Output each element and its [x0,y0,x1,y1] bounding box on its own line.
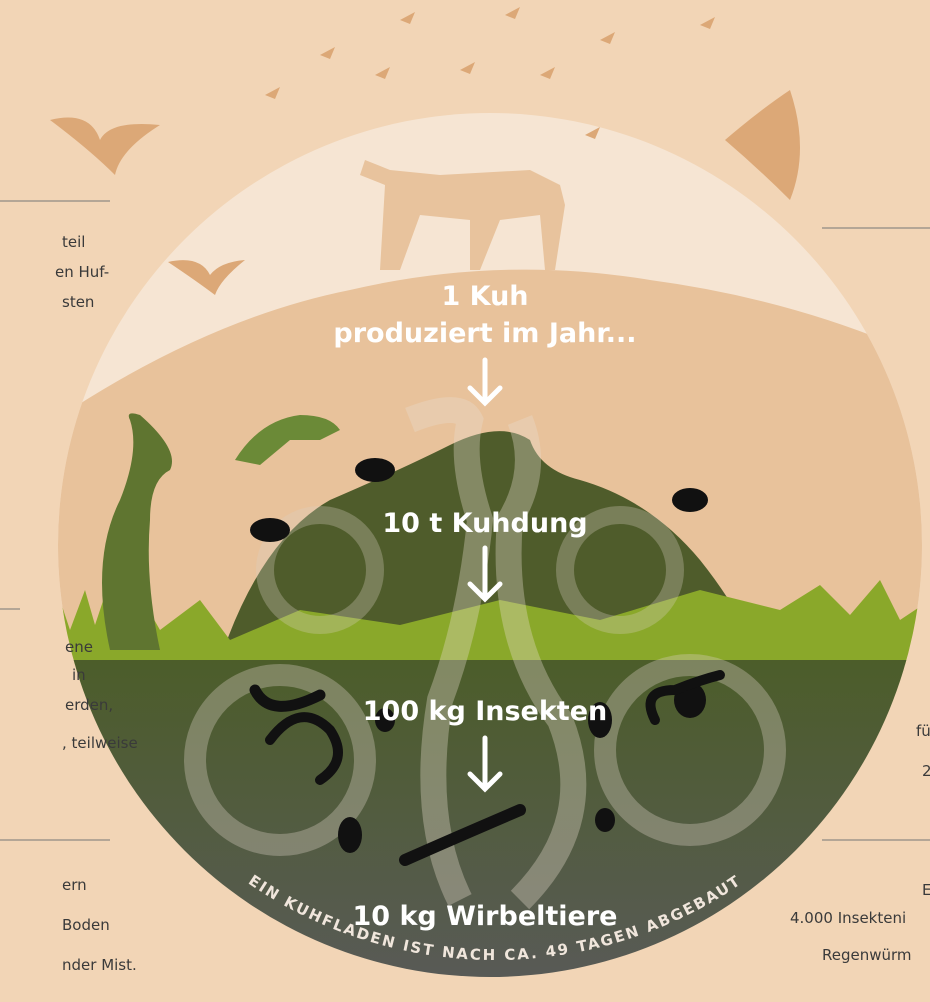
left-note: in [72,666,86,684]
right-note: 4.000 Insekteni [790,909,906,927]
left-note: teil [62,233,85,251]
left-note: ern [62,876,87,894]
left-note: , teilweise [62,734,138,752]
left-note: sten [62,293,94,311]
left-note: en Huf- [55,263,109,281]
infographic: teil en Huf-sten ene in erden, , teilweise ern… [0,0,930,1002]
step-label: 10 t Kuhdung [382,508,587,539]
left-note: erden, [65,696,113,714]
left-note: ene [65,638,93,656]
step-label: 1 Kuh [441,281,528,312]
step-label: 100 kg Insekten [363,696,608,727]
step-label: produziert im Jahr... [333,318,636,349]
right-note: 2 [922,762,930,780]
left-note: Boden [62,916,110,934]
right-note: Regenwürm [822,946,912,964]
left-note: nder Mist. [62,956,137,974]
step-label: 10 kg Wirbeltiere [352,901,617,932]
right-note: fü [916,722,930,740]
right-note: E [922,881,930,899]
